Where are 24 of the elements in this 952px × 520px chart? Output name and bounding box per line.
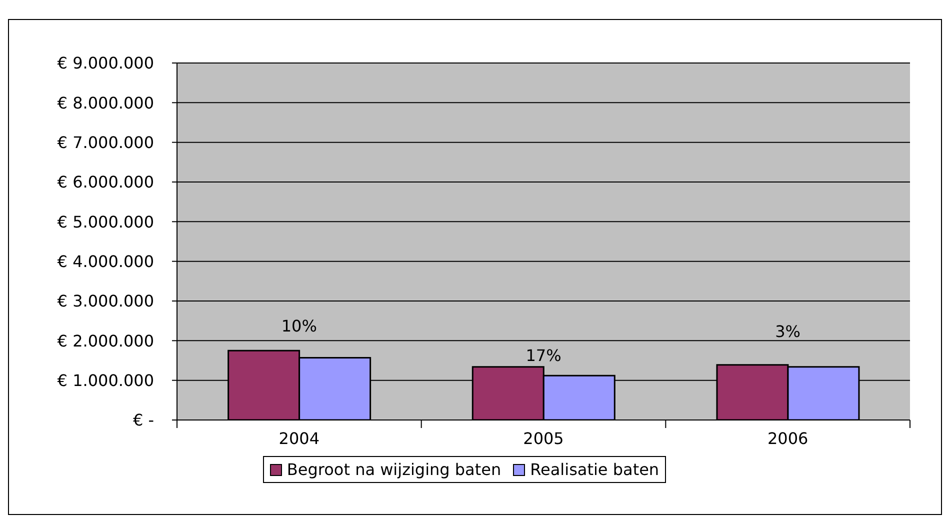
bar: [716, 364, 789, 420]
y-tick-label: € 1.000.000: [57, 371, 154, 390]
bar: [787, 366, 860, 420]
x-tick-label: 2004: [278, 429, 320, 448]
x-tick-label: 2006: [767, 429, 808, 448]
annotation: 10%: [281, 316, 317, 336]
y-tick-label: € 9.000.000: [57, 54, 154, 73]
annotation: 17%: [526, 346, 562, 365]
y-tick-label: € 4.000.000: [57, 252, 154, 272]
y-tick-label: € 7.000.000: [57, 133, 154, 152]
legend-label: Begroot na wijziging baten: [286, 460, 502, 479]
y-tick-label: € 8.000.000: [57, 93, 154, 112]
y-tick-label: € 5.000.000: [57, 212, 154, 232]
legend-label: Realisatie baten: [530, 460, 660, 479]
annotation: 3%: [775, 322, 801, 341]
y-tick-label: € 2.000.000: [57, 331, 154, 350]
y-tick-label: € 3.000.000: [57, 292, 154, 311]
y-tick-label: € 6.000.000: [57, 172, 154, 192]
y-tick-label: € -: [132, 410, 154, 430]
bar: [228, 350, 300, 420]
x-tick-label: 2005: [523, 429, 564, 448]
bar: [542, 374, 616, 420]
bar: [472, 366, 544, 420]
bar: [298, 356, 372, 420]
